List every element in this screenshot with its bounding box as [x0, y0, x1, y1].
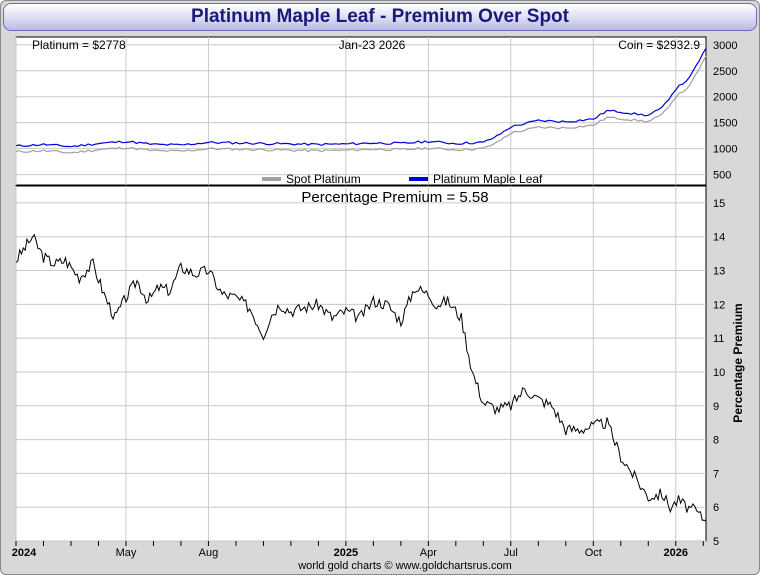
chart-title: Platinum Maple Leaf - Premium Over Spot [191, 6, 569, 27]
title-bar: Platinum Maple Leaf - Premium Over Spot [3, 3, 757, 31]
premium-plot-area [15, 185, 707, 542]
premium-y-tick-label: 7 [713, 468, 719, 480]
price-y-tick-label: 1000 [713, 144, 737, 156]
x-tick-label: Aug [199, 547, 219, 559]
platinum-maple-leaf-line [15, 47, 707, 148]
price-series [15, 47, 707, 154]
premium-series [15, 233, 707, 522]
price-y-tick-label: 3000 [713, 40, 737, 52]
legend-spot-label: Spot Platinum [286, 172, 361, 186]
premium-y-axis: 5 6 7 8 9 10 11 12 13 14 15 [713, 198, 725, 548]
x-tick-label: Apr [420, 547, 437, 559]
x-tick-label: 2024 [12, 547, 37, 559]
premium-gridlines [15, 186, 706, 542]
x-tick-label: May [116, 547, 137, 559]
premium-y-tick-label: 8 [713, 435, 719, 447]
price-y-tick-label: 2500 [713, 66, 737, 78]
price-y-axis: 500 1000 1500 2000 2500 3000 [713, 40, 737, 182]
price-y-tick-label: 1500 [713, 118, 737, 130]
premium-y-axis-title: Percentage Premium [731, 303, 745, 422]
x-tick-label: 2026 [664, 547, 688, 559]
price-legend: Spot Platinum Platinum Maple Leaf [262, 172, 543, 186]
footer-credit: world gold charts © www.goldchartsrus.co… [297, 560, 512, 572]
premium-y-tick-label: 14 [713, 232, 725, 244]
legend-spot-swatch [262, 177, 281, 181]
legend-coin-swatch [409, 177, 428, 181]
coin-price-label: Coin = $2932.9 [618, 38, 700, 52]
premium-y-tick-label: 12 [713, 299, 725, 311]
premium-y-tick-label: 5 [713, 536, 719, 548]
premium-y-tick-label: 15 [713, 198, 725, 210]
x-axis: 2024 May Aug 2025 Apr Jul Oct 2026 [12, 541, 704, 559]
legend-coin-label: Platinum Maple Leaf [433, 172, 543, 186]
premium-y-tick-label: 10 [713, 367, 725, 379]
spot-price-label: Platinum = $2778 [32, 38, 126, 52]
premium-y-tick-label: 11 [713, 333, 724, 345]
premium-line [15, 233, 707, 522]
x-tick-label: Jul [504, 547, 518, 559]
x-tick-label: Oct [585, 547, 602, 559]
premium-y-tick-label: 9 [713, 401, 719, 413]
premium-value-label: Percentage Premium = 5.58 [301, 189, 488, 206]
premium-y-tick-label: 6 [713, 502, 719, 514]
price-y-tick-label: 2000 [713, 92, 737, 104]
premium-y-tick-label: 13 [713, 266, 725, 278]
price-plot-area [15, 36, 707, 186]
price-y-tick-label: 500 [713, 170, 731, 182]
x-tick-label: 2025 [334, 547, 358, 559]
date-label: Jan-23 2026 [339, 38, 406, 52]
price-gridlines [15, 37, 706, 185]
spot-platinum-line [15, 55, 707, 154]
